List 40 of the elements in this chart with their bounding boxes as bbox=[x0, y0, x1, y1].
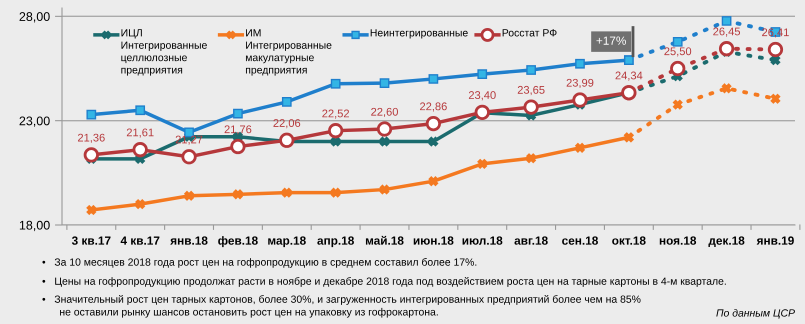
data-label: 21,61 bbox=[126, 128, 154, 138]
x-tick-label: 4 кв.17 bbox=[120, 236, 160, 245]
x-tick-label: авг.18 bbox=[514, 236, 548, 245]
text: По данным ЦСР bbox=[716, 308, 795, 319]
legend-label: Неинтегрированные bbox=[370, 29, 468, 39]
x-tick-label: ноя.18 bbox=[660, 236, 696, 245]
x-tick-label: май.18 bbox=[366, 236, 404, 245]
annotation: +17% bbox=[596, 36, 626, 45]
text: • За 10 месяцев 2018 года рост цен на гофропродукцию в среднем составил более 17%. bbox=[42, 258, 476, 268]
data-label: 26,45 bbox=[713, 28, 740, 37]
x-tick-label: июн.18 bbox=[414, 236, 454, 245]
data-label: 22,52 bbox=[322, 110, 349, 119]
x-tick-label: июл.18 bbox=[462, 236, 502, 245]
legend-label: ИМ Интегрированные макулатурные предприятия bbox=[246, 29, 332, 76]
y-tick-label: 23,00 bbox=[20, 116, 50, 127]
data-label: 23,40 bbox=[468, 91, 496, 100]
x-tick-label: янв.19 bbox=[756, 236, 794, 245]
y-tick-label: 28,00 bbox=[20, 12, 50, 22]
data-label: 23,99 bbox=[566, 78, 594, 88]
legend-label: Росстат РФ bbox=[502, 29, 557, 36]
text: • Цены на гофропродукцию продолжат расти в ноябре и декабре 2018 года под воздействием роста цен на тарные картоны в 4-м квартале. bbox=[42, 277, 726, 287]
data-label: 25,50 bbox=[664, 47, 692, 57]
x-tick-label: янв.18 bbox=[170, 236, 208, 245]
data-label: 21,36 bbox=[78, 134, 105, 143]
data-label: 22,60 bbox=[371, 108, 398, 118]
x-tick-label: апр.18 bbox=[317, 236, 354, 248]
data-label: 21,76 bbox=[224, 125, 252, 135]
data-label: 23,65 bbox=[518, 86, 545, 96]
data-label: 22,06 bbox=[273, 119, 300, 128]
data-label: 22,86 bbox=[420, 102, 447, 112]
x-tick-label: мар.18 bbox=[268, 236, 306, 248]
y-tick-label: 18,00 bbox=[20, 220, 50, 232]
x-tick-label: фев.18 bbox=[218, 236, 258, 248]
x-tick-label: сен.18 bbox=[562, 236, 598, 245]
text: • Значительный рост цен тарных картонов, более 30%, и загруженность интегрированных предприятий более чем на 85% не оставили рынку шансов остановить рост цен на упаковку из гофрокартона. bbox=[42, 295, 641, 318]
x-tick-label: 3 кв.17 bbox=[72, 236, 111, 245]
data-label: 24,34 bbox=[616, 72, 642, 81]
x-tick-label: дек.18 bbox=[708, 236, 744, 248]
x-tick-label: окт.18 bbox=[612, 236, 646, 245]
legend-label: ИЦЛ Интегрированные целлюлозные предприятия bbox=[121, 29, 207, 76]
